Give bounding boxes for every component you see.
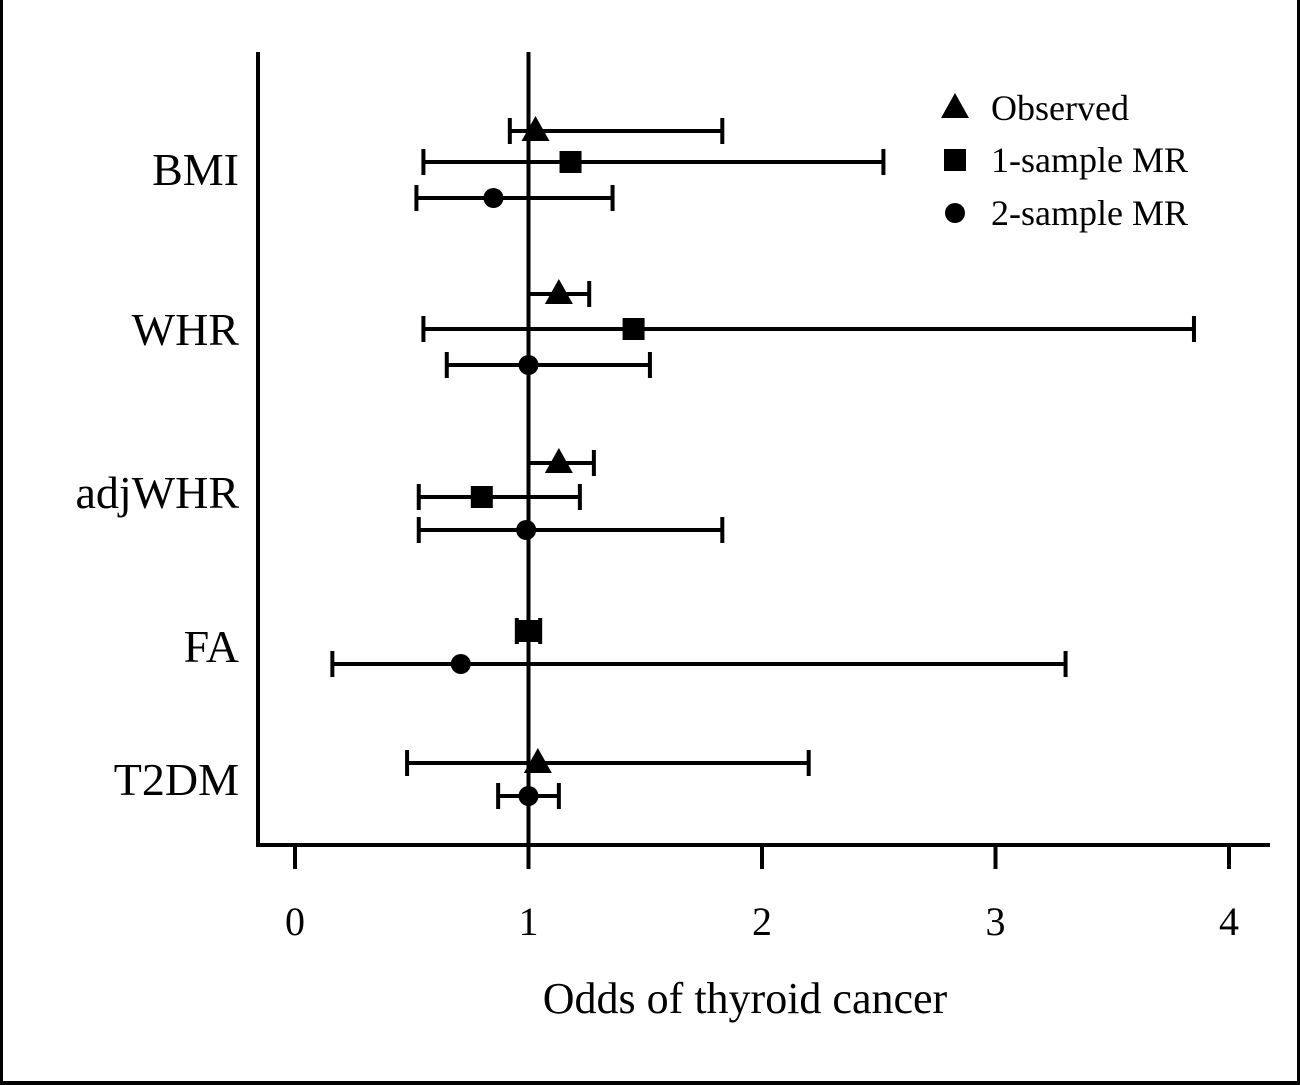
forest-point: [421, 149, 886, 175]
legend-item: Observed: [941, 88, 1129, 128]
forest-point: [507, 116, 725, 144]
legend-item: 2-sample MR: [945, 193, 1188, 233]
legend-triangle-icon: [941, 93, 969, 118]
legend-label: Observed: [991, 88, 1129, 128]
circle-marker: [516, 520, 537, 540]
legend-square-icon: [944, 149, 966, 171]
square-marker: [559, 151, 582, 173]
axes: 0 1 2 3 4: [256, 52, 1270, 944]
square-marker: [470, 486, 493, 508]
square-marker: [517, 620, 540, 642]
x-tick-label: 1: [519, 899, 539, 944]
forest-point: [514, 618, 543, 644]
category-label: FA: [184, 621, 239, 672]
category-label: T2DM: [114, 754, 239, 805]
circle-marker: [518, 355, 539, 375]
square-marker: [622, 318, 645, 340]
forest-plot-chart: 0 1 2 3 4 BMI WHR adjWHR FA T2DM Observed 1-sampl…: [75, 52, 1270, 1023]
category-label: BMI: [152, 144, 239, 195]
x-tick-label: 4: [1219, 899, 1239, 944]
chart-marks: [330, 116, 1196, 809]
triangle-marker: [523, 748, 552, 773]
x-tick-label: 0: [285, 899, 305, 944]
category-labels: BMI WHR adjWHR FA T2DM: [75, 144, 239, 805]
x-tick-label: 3: [986, 899, 1006, 944]
forest-point: [526, 279, 592, 307]
forest-point: [526, 448, 596, 476]
triangle-marker: [521, 116, 550, 141]
category-label: WHR: [132, 304, 240, 355]
forest-point: [444, 352, 652, 378]
forest-point: [416, 484, 582, 510]
category-label: adjWHR: [75, 467, 239, 518]
circle-marker: [483, 188, 504, 208]
forest-point: [421, 316, 1196, 342]
legend-circle-icon: [945, 203, 965, 223]
forest-point: [414, 185, 615, 211]
legend-label: 1-sample MR: [991, 140, 1188, 180]
forest-point: [416, 517, 725, 543]
x-axis-title: Odds of thyroid cancer: [543, 974, 948, 1023]
legend: Observed 1-sample MR 2-sample MR: [941, 88, 1188, 233]
circle-marker: [450, 654, 471, 674]
x-tick-label: 2: [752, 899, 772, 944]
forest-point: [496, 783, 561, 809]
circle-marker: [518, 786, 539, 806]
forest-point: [330, 651, 1068, 677]
triangle-marker: [544, 448, 573, 473]
triangle-marker: [544, 279, 573, 304]
legend-label: 2-sample MR: [991, 193, 1188, 233]
legend-item: 1-sample MR: [944, 140, 1188, 180]
forest-point: [405, 748, 811, 776]
